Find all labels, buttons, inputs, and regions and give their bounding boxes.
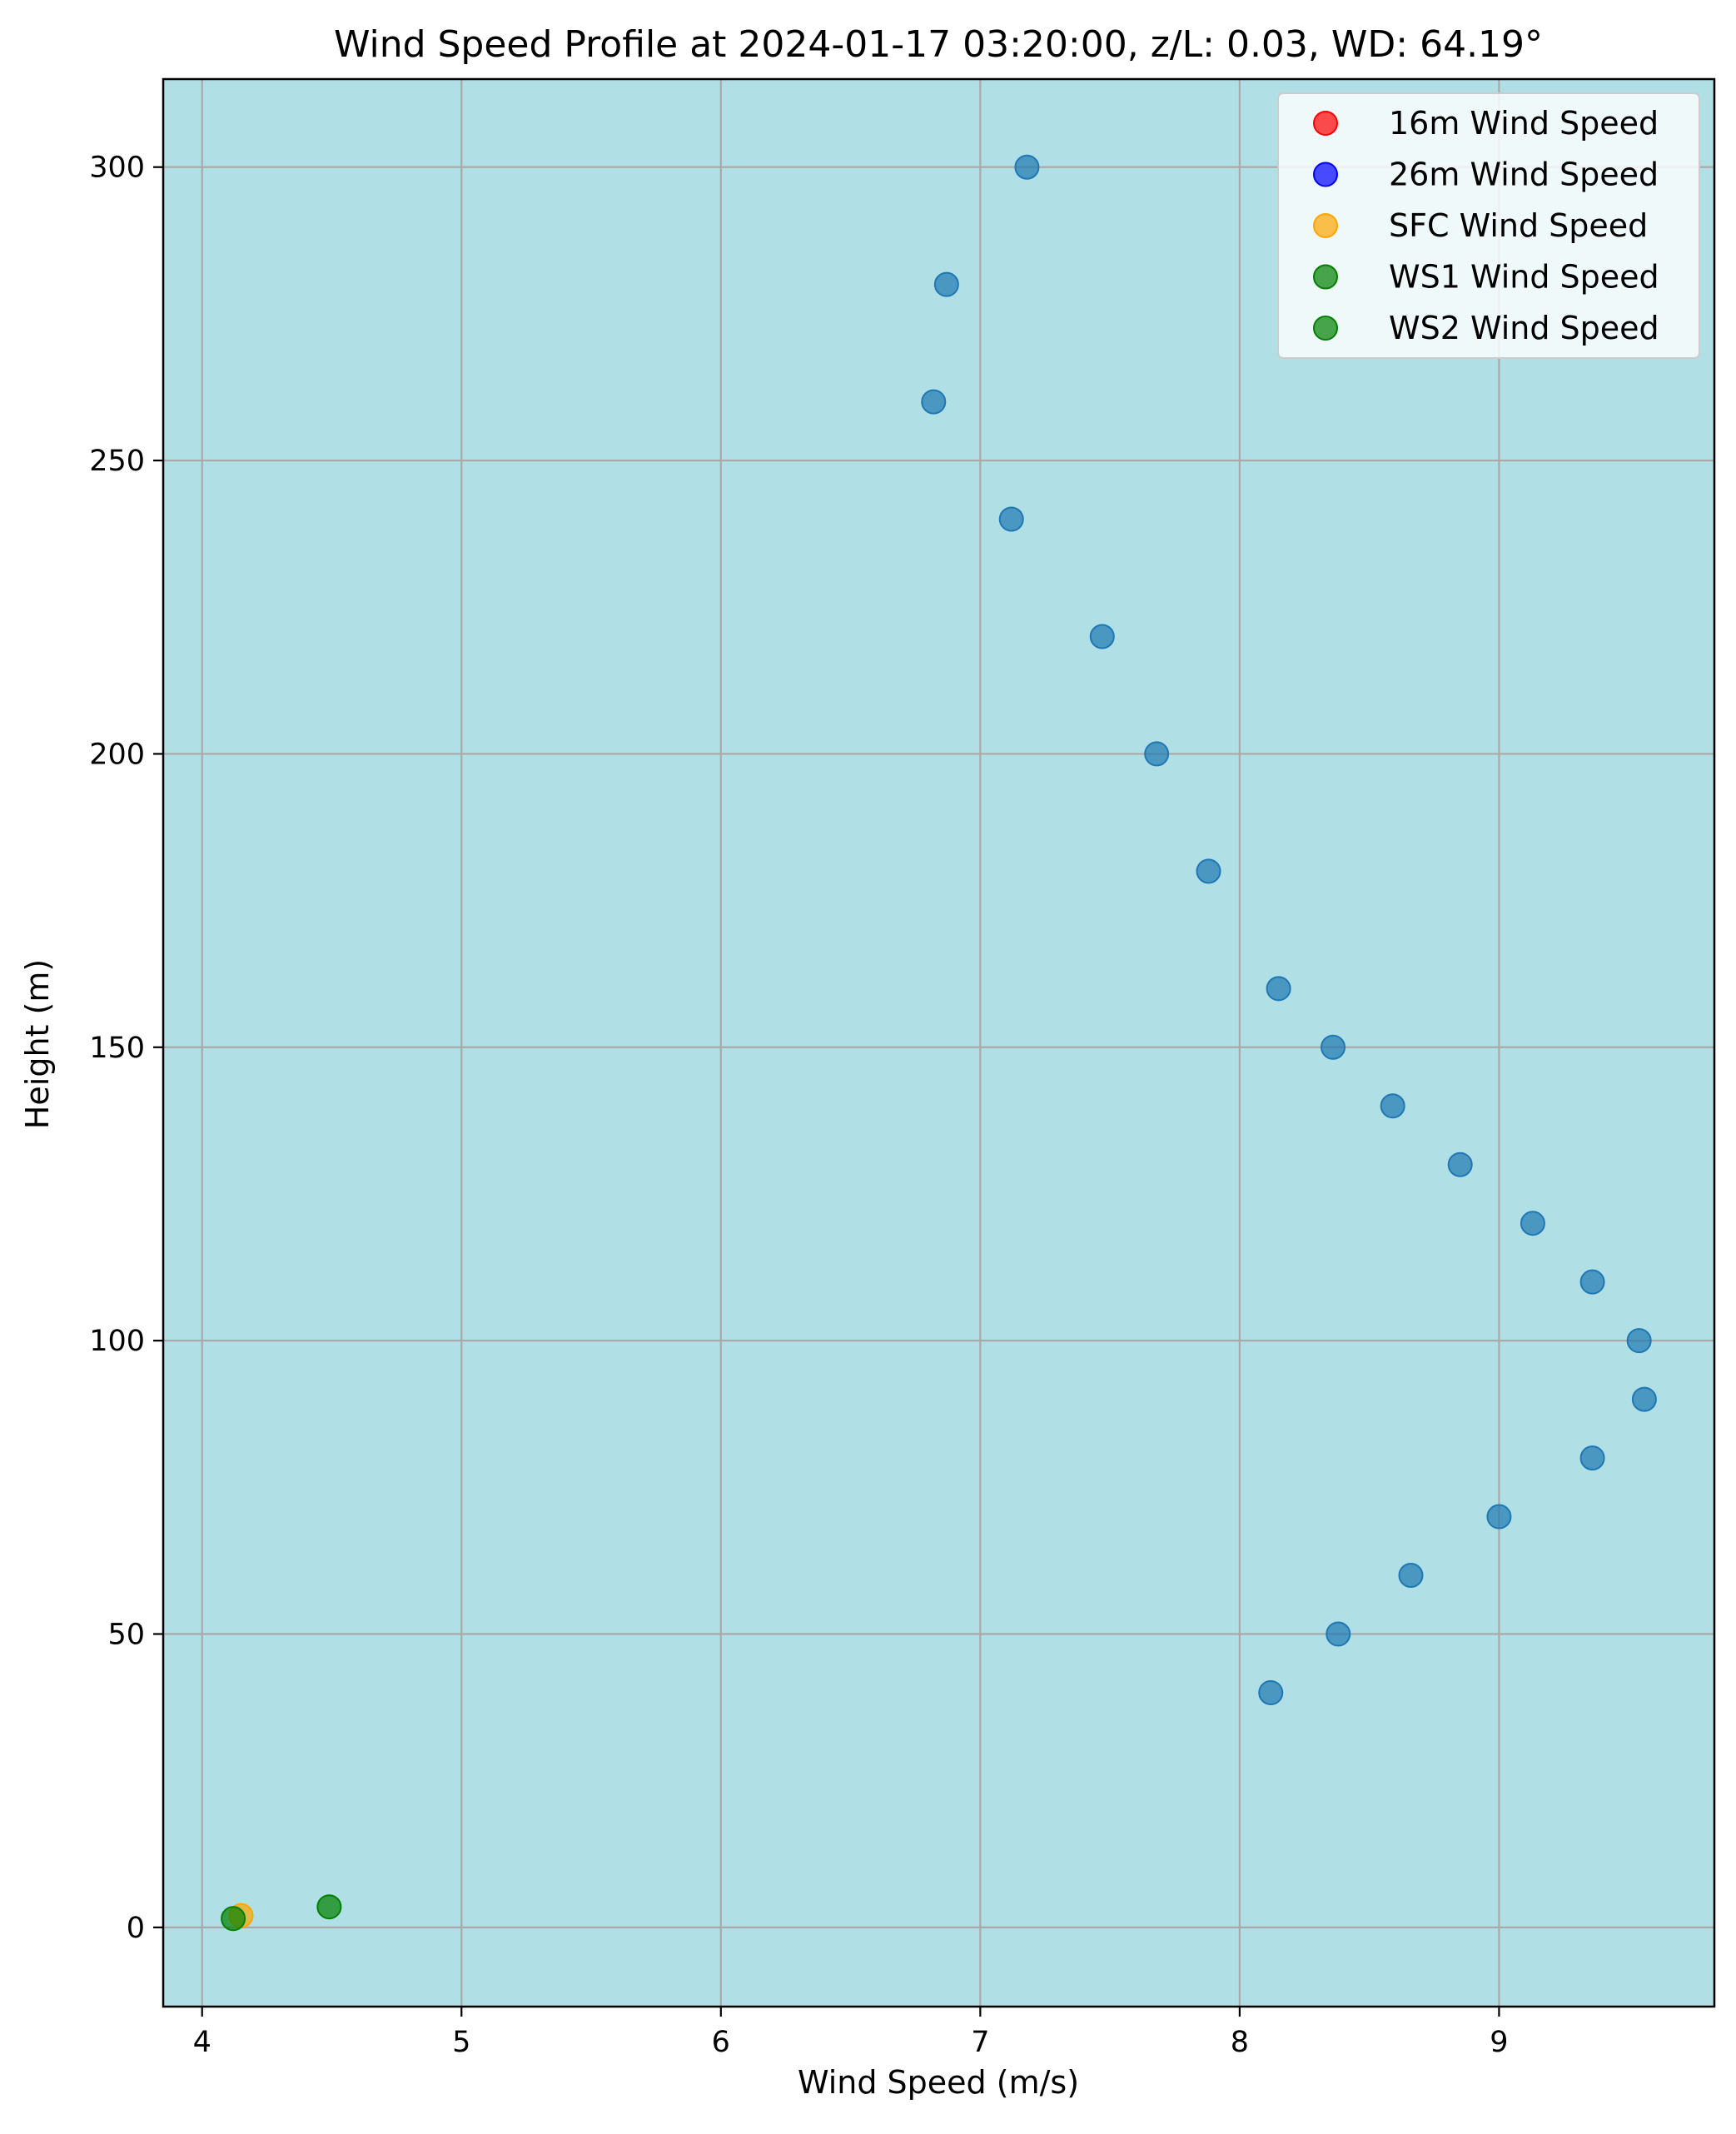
legend-marker: [1313, 111, 1338, 136]
chart-title: Wind Speed Profile at 2024-01-17 03:20:0…: [334, 23, 1543, 66]
data-point: [1626, 1328, 1652, 1354]
x-tick-label: 4: [193, 2026, 211, 2059]
data-point: [221, 1906, 246, 1932]
data-point: [1486, 1504, 1512, 1530]
y-tick-label: 300: [89, 152, 145, 185]
legend-label: SFC Wind Speed: [1389, 207, 1648, 244]
legend-label: 26m Wind Speed: [1389, 157, 1659, 193]
x-tick-label: 6: [712, 2026, 730, 2059]
x-tick-label: 9: [1490, 2026, 1508, 2059]
data-point: [1196, 858, 1221, 884]
legend: 16m Wind Speed 26m Wind Speed SFC Wind Spe…: [1277, 92, 1700, 359]
data-point: [1447, 1152, 1473, 1177]
legend-label: 16m Wind Speed: [1389, 105, 1659, 142]
legend-label: WS2 Wind Speed: [1389, 310, 1659, 346]
data-point: [1579, 1269, 1605, 1295]
legend-marker: [1313, 264, 1338, 290]
y-tick-label: 50: [107, 1619, 145, 1652]
data-point: [933, 271, 959, 297]
x-tick-label: 7: [971, 2026, 989, 2059]
x-tick-label: 5: [452, 2026, 470, 2059]
y-tick-label: 250: [89, 445, 145, 478]
data-point: [1326, 1621, 1351, 1647]
data-point: [1579, 1445, 1605, 1471]
data-point: [1258, 1679, 1284, 1705]
data-points: [221, 154, 1657, 1932]
legend-box: [1277, 92, 1700, 359]
legend-marker: [1313, 316, 1338, 341]
data-point: [1380, 1093, 1405, 1119]
x-tick-label: 8: [1231, 2026, 1249, 2059]
data-point: [1144, 741, 1170, 767]
plot-frame: [162, 77, 1716, 2008]
data-point: [921, 389, 947, 415]
legend-marker: [1313, 213, 1338, 238]
plot-area: [163, 79, 1714, 2007]
data-point: [1520, 1211, 1545, 1236]
data-point: [1089, 624, 1115, 649]
data-point: [1321, 1034, 1346, 1060]
grid: [163, 79, 1714, 2007]
data-point: [1398, 1563, 1424, 1589]
y-tick-label: 150: [89, 1032, 145, 1065]
data-point: [1631, 1386, 1657, 1412]
y-tick-label: 100: [89, 1325, 145, 1358]
data-point: [316, 1894, 342, 1920]
legend-marker: [1313, 162, 1338, 187]
axis-ticks: 4 5 6 7 8 9 0 50 100 150 200 250 300: [89, 152, 1508, 2059]
data-point: [998, 506, 1024, 532]
y-tick-label: 0: [127, 1912, 145, 1945]
x-axis-label: Wind Speed (m/s): [798, 2064, 1079, 2101]
y-tick-label: 200: [89, 738, 145, 771]
data-point: [1266, 976, 1291, 1002]
legend-label: WS1 Wind Speed: [1389, 259, 1659, 296]
data-point: [1014, 154, 1040, 180]
y-axis-label: Height (m): [19, 959, 56, 1129]
